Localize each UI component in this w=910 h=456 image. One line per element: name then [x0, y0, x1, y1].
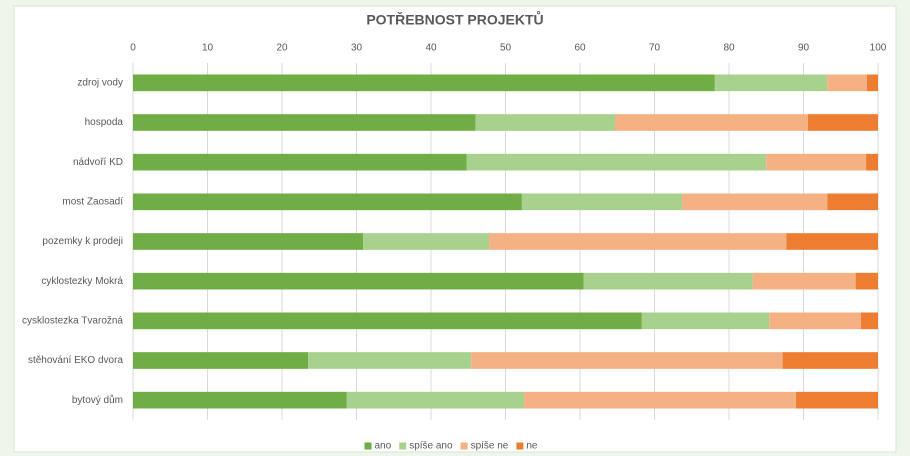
- legend-label: spíše ano: [409, 441, 453, 452]
- bar-segment: [855, 272, 878, 290]
- y-tick-label: stěhování EKO dvora: [28, 355, 123, 366]
- bar-segment: [866, 153, 878, 171]
- legend-label: ne: [526, 441, 538, 452]
- bar-segment: [752, 272, 856, 290]
- bar-segment: [769, 312, 861, 330]
- bar-segment: [133, 153, 467, 171]
- x-tick-label: 80: [723, 43, 735, 54]
- bar-segment: [615, 114, 808, 131]
- bar-segment: [475, 114, 616, 131]
- chart-title: POTŘEBNOST PROJEKTŮ: [366, 10, 543, 28]
- x-tick-label: 60: [574, 43, 586, 54]
- legend-label: ano: [375, 441, 392, 452]
- bar-segment: [346, 391, 525, 409]
- x-tick-label: 30: [351, 43, 363, 54]
- bar-segment: [786, 233, 878, 250]
- bar-segment: [796, 391, 878, 409]
- bar-segment: [133, 272, 584, 290]
- x-tick-label: 90: [798, 43, 810, 54]
- x-tick-label: 0: [130, 43, 136, 54]
- bar-segment: [807, 114, 878, 131]
- y-tick-label: hospoda: [85, 117, 124, 128]
- x-tick-label: 50: [500, 43, 512, 54]
- bar-segment: [489, 233, 787, 250]
- y-tick-label: cyklostezky Mokrá: [41, 276, 123, 287]
- bar-segment: [133, 352, 309, 369]
- x-tick-label: 20: [276, 43, 288, 54]
- bar-segment: [766, 153, 867, 171]
- x-tick-label: 40: [425, 43, 437, 54]
- bar-segment: [133, 114, 476, 131]
- x-tick-label: 10: [202, 43, 214, 54]
- bar-segment: [521, 193, 683, 211]
- bar-segment: [133, 74, 715, 92]
- y-tick-label: nádvoří KD: [73, 157, 123, 168]
- bar-segment: [471, 352, 783, 369]
- bar-segment: [133, 193, 522, 211]
- x-tick-label: 100: [870, 43, 887, 54]
- bar-segment: [682, 193, 828, 211]
- bar-segment: [133, 391, 347, 409]
- bar-segment: [133, 233, 364, 250]
- y-tick-label: cysklostezka Tvarožná: [22, 315, 123, 326]
- y-tick-label: pozemky k prodeji: [42, 236, 123, 247]
- bar-segment: [860, 312, 878, 330]
- legend-swatch: [364, 442, 372, 450]
- bar-segment: [466, 153, 767, 171]
- bar-segment: [714, 74, 828, 92]
- legend-swatch: [399, 442, 407, 450]
- legend-swatch: [516, 442, 524, 450]
- legend-label: spíše ne: [471, 441, 509, 452]
- bar-segment: [866, 74, 878, 92]
- bar-segment: [782, 352, 878, 369]
- bar-segment: [308, 352, 472, 369]
- y-tick-label: bytový dům: [72, 394, 123, 406]
- legend-swatch: [460, 442, 468, 450]
- bar-segment: [583, 272, 753, 290]
- bar-segment: [133, 312, 642, 330]
- chart-area: [13, 5, 897, 453]
- y-tick-label: zdroj vody: [77, 77, 123, 88]
- x-tick-label: 70: [649, 43, 661, 54]
- bar-segment: [524, 391, 797, 409]
- bar-segment: [363, 233, 490, 250]
- bar-segment: [827, 74, 867, 92]
- bar-segment: [641, 312, 770, 330]
- bar-segment: [827, 193, 878, 211]
- y-tick-label: most Zaosadí: [62, 196, 123, 207]
